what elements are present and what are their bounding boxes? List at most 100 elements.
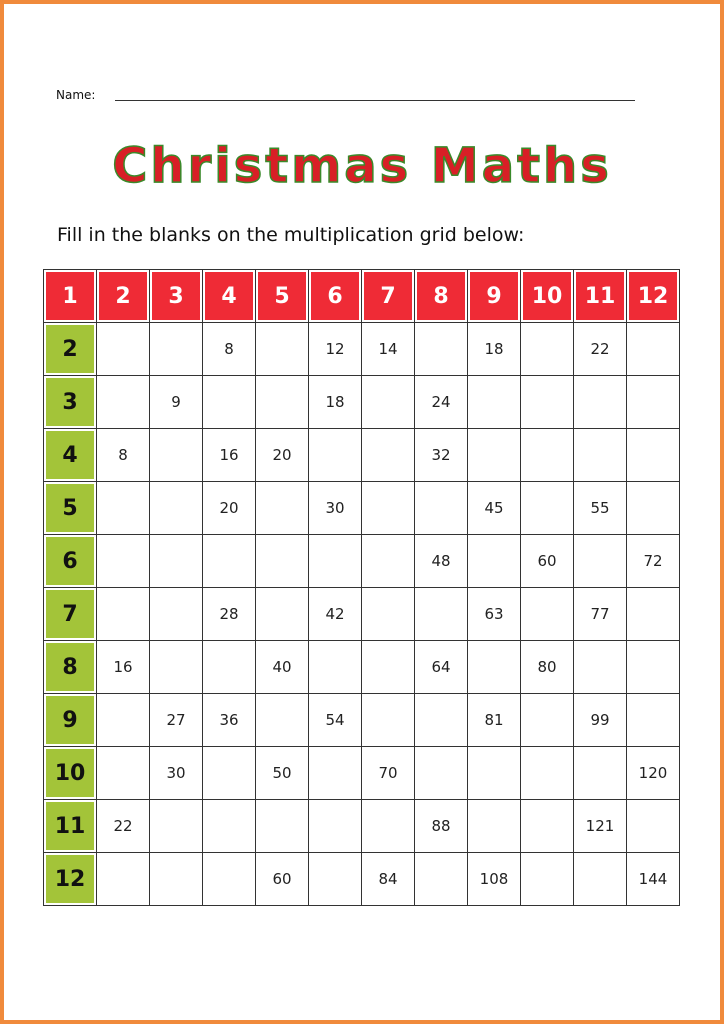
column-header: 10 bbox=[520, 269, 574, 323]
grid-cell: 121 bbox=[573, 799, 627, 853]
blank-cell[interactable] bbox=[96, 375, 150, 429]
grid-cell: 28 bbox=[202, 587, 256, 641]
blank-cell[interactable] bbox=[414, 693, 468, 747]
grid-cell: 30 bbox=[149, 746, 203, 800]
row-header: 3 bbox=[43, 375, 97, 429]
blank-cell[interactable] bbox=[149, 428, 203, 482]
blank-cell[interactable] bbox=[626, 428, 680, 482]
row-header-label: 10 bbox=[46, 749, 94, 797]
blank-cell[interactable] bbox=[149, 852, 203, 906]
blank-cell[interactable] bbox=[255, 375, 309, 429]
blank-cell[interactable] bbox=[520, 746, 574, 800]
column-header: 8 bbox=[414, 269, 468, 323]
blank-cell[interactable] bbox=[308, 799, 362, 853]
blank-cell[interactable] bbox=[202, 534, 256, 588]
blank-cell[interactable] bbox=[149, 587, 203, 641]
blank-cell[interactable] bbox=[202, 799, 256, 853]
blank-cell[interactable] bbox=[96, 322, 150, 376]
grid-cell: 32 bbox=[414, 428, 468, 482]
blank-cell[interactable] bbox=[202, 852, 256, 906]
blank-cell[interactable] bbox=[520, 587, 574, 641]
blank-cell[interactable] bbox=[467, 746, 521, 800]
blank-cell[interactable] bbox=[96, 852, 150, 906]
blank-cell[interactable] bbox=[520, 693, 574, 747]
blank-cell[interactable] bbox=[573, 746, 627, 800]
blank-cell[interactable] bbox=[626, 693, 680, 747]
blank-cell[interactable] bbox=[520, 375, 574, 429]
blank-cell[interactable] bbox=[96, 534, 150, 588]
blank-cell[interactable] bbox=[255, 587, 309, 641]
blank-cell[interactable] bbox=[467, 375, 521, 429]
blank-cell[interactable] bbox=[414, 587, 468, 641]
blank-cell[interactable] bbox=[467, 534, 521, 588]
blank-cell[interactable] bbox=[202, 640, 256, 694]
blank-cell[interactable] bbox=[255, 693, 309, 747]
name-input-line[interactable] bbox=[115, 100, 635, 101]
column-header-label: 12 bbox=[629, 272, 677, 320]
blank-cell[interactable] bbox=[96, 746, 150, 800]
blank-cell[interactable] bbox=[520, 322, 574, 376]
blank-cell[interactable] bbox=[308, 852, 362, 906]
blank-cell[interactable] bbox=[626, 322, 680, 376]
blank-cell[interactable] bbox=[414, 322, 468, 376]
blank-cell[interactable] bbox=[96, 587, 150, 641]
row-header-label: 5 bbox=[46, 484, 94, 532]
blank-cell[interactable] bbox=[308, 640, 362, 694]
grid-cell: 70 bbox=[361, 746, 415, 800]
blank-cell[interactable] bbox=[361, 534, 415, 588]
blank-cell[interactable] bbox=[149, 534, 203, 588]
blank-cell[interactable] bbox=[202, 375, 256, 429]
blank-cell[interactable] bbox=[626, 481, 680, 535]
grid-cell: 48 bbox=[414, 534, 468, 588]
blank-cell[interactable] bbox=[520, 481, 574, 535]
blank-cell[interactable] bbox=[255, 481, 309, 535]
blank-cell[interactable] bbox=[520, 428, 574, 482]
blank-cell[interactable] bbox=[255, 322, 309, 376]
grid-cell: 20 bbox=[202, 481, 256, 535]
blank-cell[interactable] bbox=[573, 852, 627, 906]
column-header-label: 3 bbox=[152, 272, 200, 320]
blank-cell[interactable] bbox=[361, 587, 415, 641]
blank-cell[interactable] bbox=[308, 534, 362, 588]
grid-cell: 64 bbox=[414, 640, 468, 694]
blank-cell[interactable] bbox=[414, 481, 468, 535]
blank-cell[interactable] bbox=[202, 746, 256, 800]
blank-cell[interactable] bbox=[308, 746, 362, 800]
blank-cell[interactable] bbox=[361, 640, 415, 694]
row-header-label: 2 bbox=[46, 325, 94, 373]
blank-cell[interactable] bbox=[626, 375, 680, 429]
blank-cell[interactable] bbox=[149, 640, 203, 694]
blank-cell[interactable] bbox=[520, 799, 574, 853]
instruction-text: Fill in the blanks on the multiplication… bbox=[57, 224, 525, 246]
blank-cell[interactable] bbox=[573, 428, 627, 482]
blank-cell[interactable] bbox=[149, 799, 203, 853]
blank-cell[interactable] bbox=[573, 375, 627, 429]
grid-cell: 108 bbox=[467, 852, 521, 906]
blank-cell[interactable] bbox=[308, 428, 362, 482]
blank-cell[interactable] bbox=[573, 640, 627, 694]
row-header: 2 bbox=[43, 322, 97, 376]
page-title: Christmas Maths bbox=[111, 137, 612, 195]
blank-cell[interactable] bbox=[361, 693, 415, 747]
grid-cell: 144 bbox=[626, 852, 680, 906]
blank-cell[interactable] bbox=[414, 852, 468, 906]
blank-cell[interactable] bbox=[626, 587, 680, 641]
blank-cell[interactable] bbox=[361, 481, 415, 535]
blank-cell[interactable] bbox=[467, 799, 521, 853]
blank-cell[interactable] bbox=[573, 534, 627, 588]
blank-cell[interactable] bbox=[626, 799, 680, 853]
blank-cell[interactable] bbox=[414, 746, 468, 800]
blank-cell[interactable] bbox=[361, 428, 415, 482]
blank-cell[interactable] bbox=[255, 534, 309, 588]
blank-cell[interactable] bbox=[149, 322, 203, 376]
blank-cell[interactable] bbox=[626, 640, 680, 694]
blank-cell[interactable] bbox=[467, 640, 521, 694]
blank-cell[interactable] bbox=[361, 799, 415, 853]
blank-cell[interactable] bbox=[255, 799, 309, 853]
blank-cell[interactable] bbox=[467, 428, 521, 482]
blank-cell[interactable] bbox=[96, 693, 150, 747]
blank-cell[interactable] bbox=[96, 481, 150, 535]
blank-cell[interactable] bbox=[149, 481, 203, 535]
blank-cell[interactable] bbox=[361, 375, 415, 429]
blank-cell[interactable] bbox=[520, 852, 574, 906]
